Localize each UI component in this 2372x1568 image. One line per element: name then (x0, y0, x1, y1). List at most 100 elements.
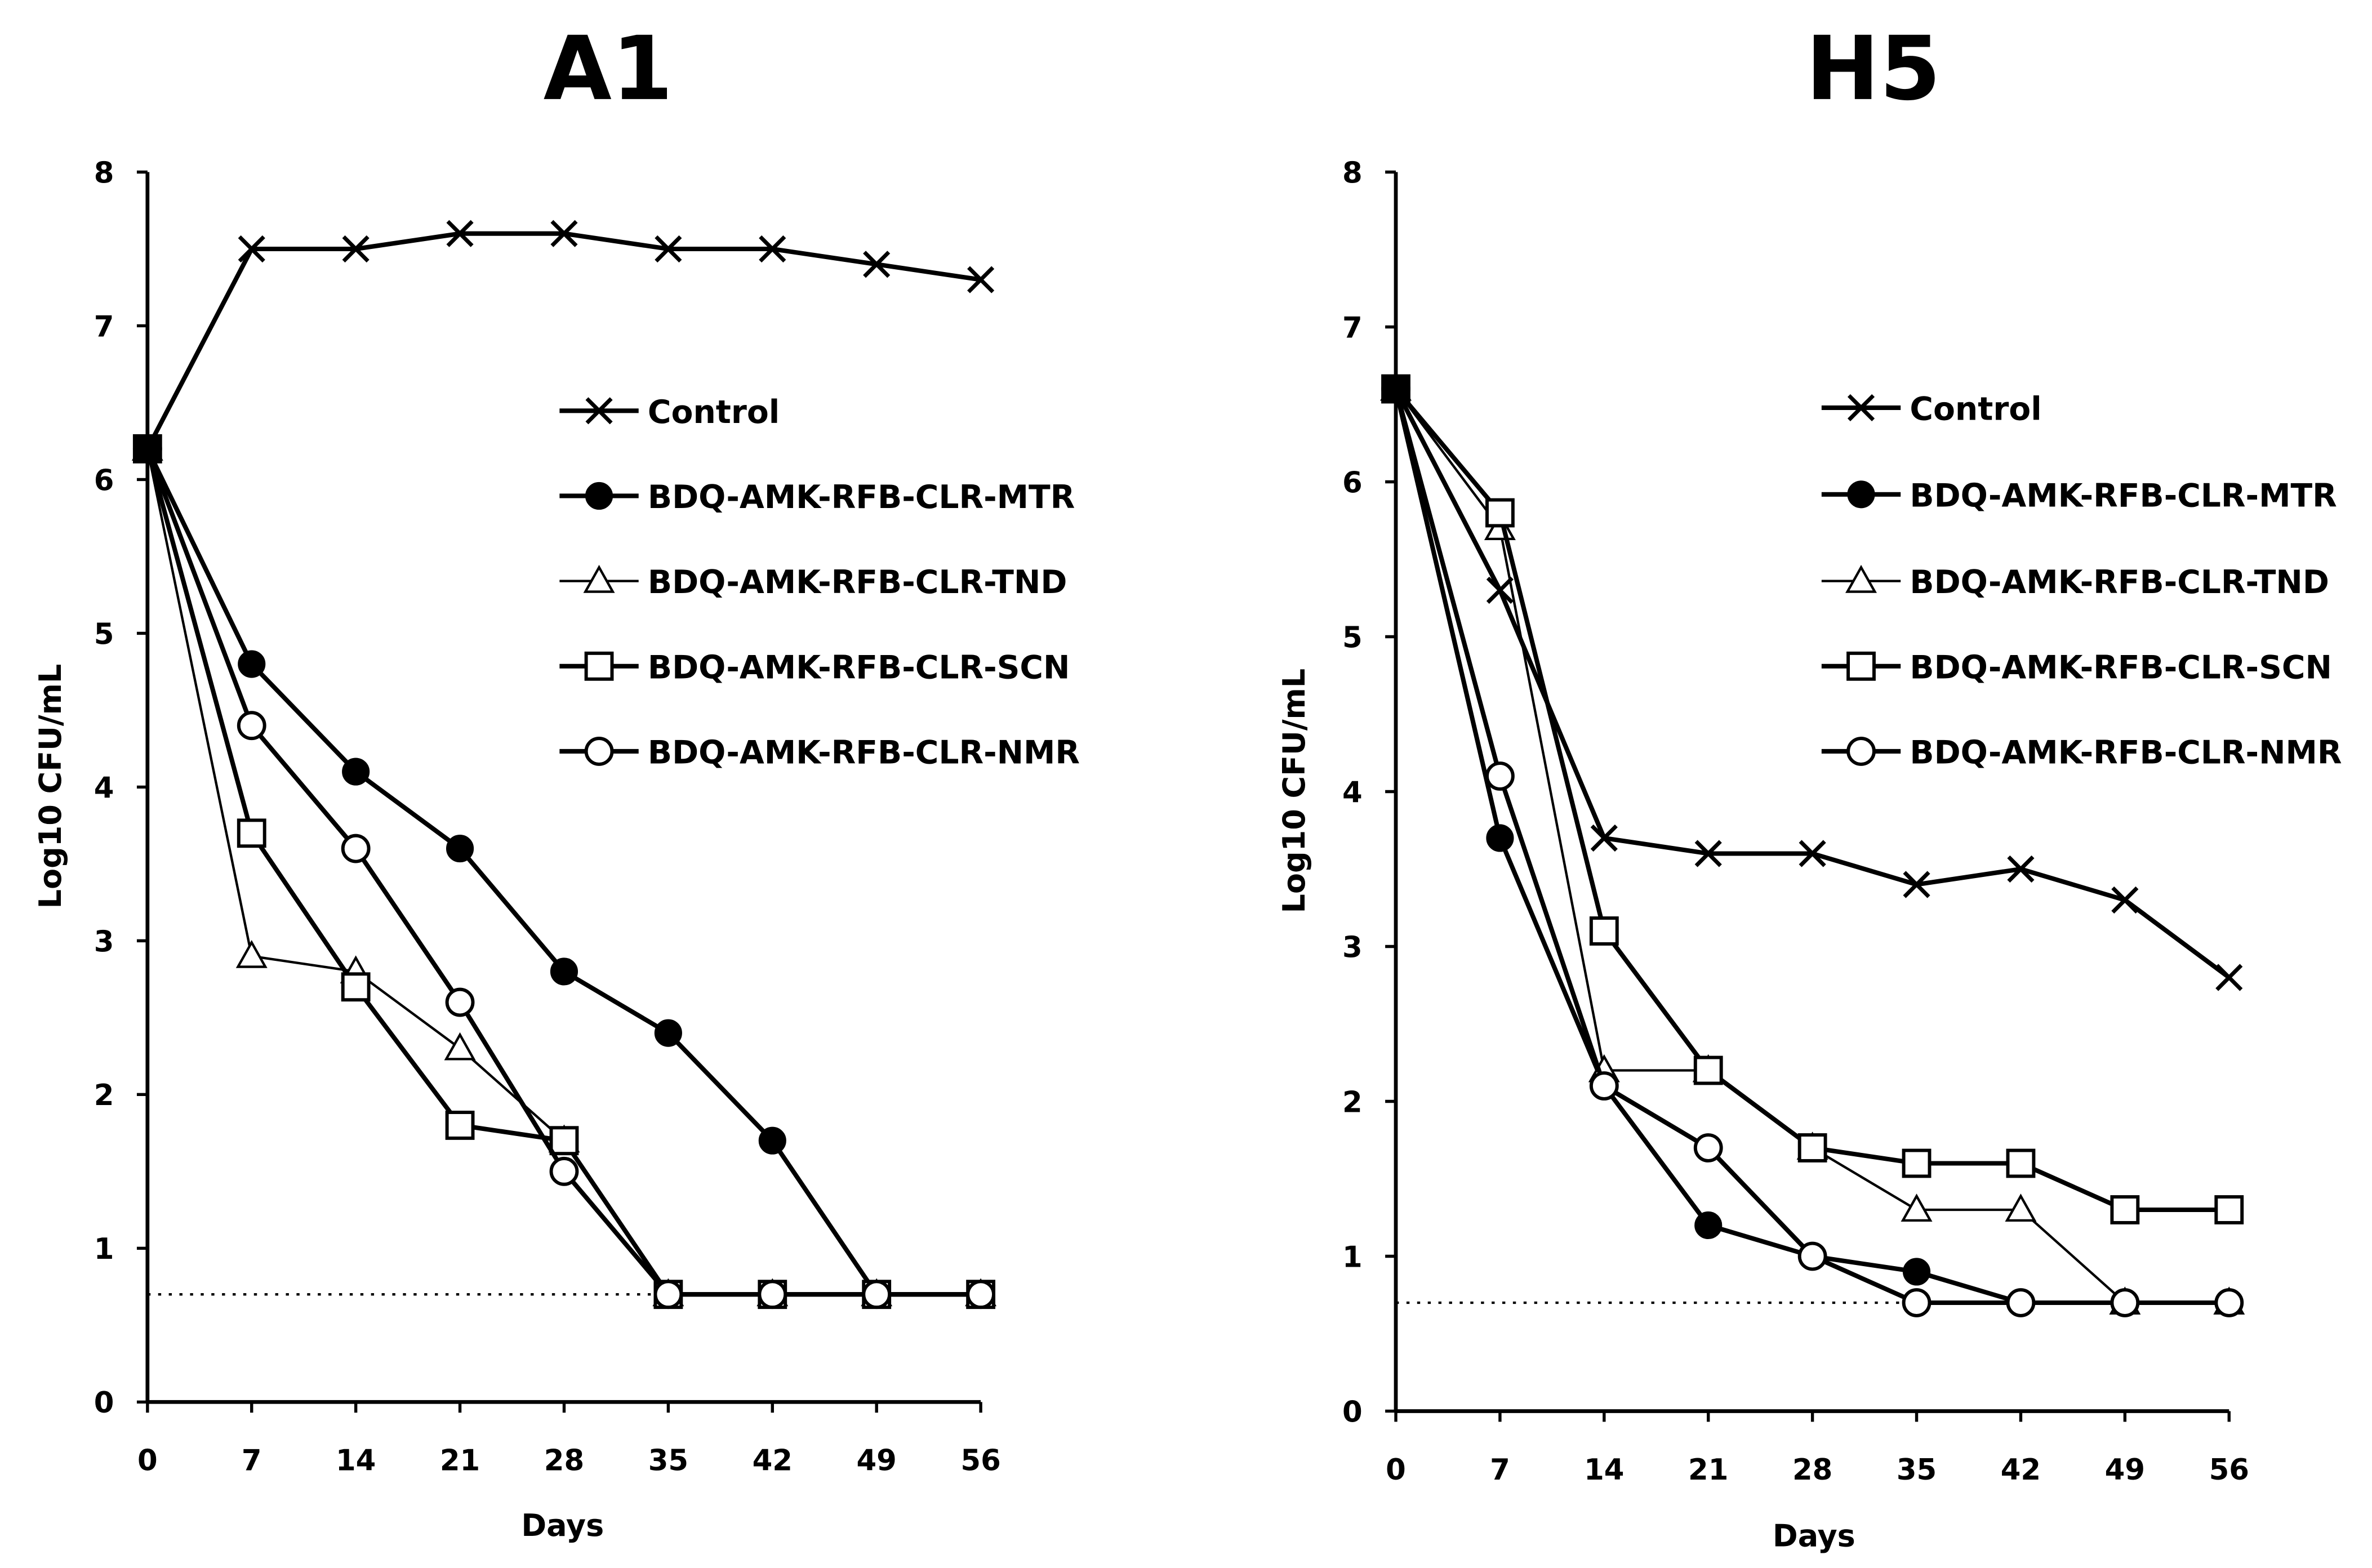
y-tick-label: 7 (94, 310, 114, 344)
chart-title: A1 (544, 17, 673, 120)
marker-filled-circle (446, 835, 474, 863)
x-tick-label: 42 (2001, 1453, 2041, 1487)
marker-x (1590, 824, 1618, 852)
legend-item: Control (1821, 391, 2042, 428)
marker-open-circle (758, 1280, 787, 1309)
marker-filled-circle (1902, 1258, 1931, 1286)
marker-open-circle (1846, 737, 1876, 766)
marker-open-square (2214, 1195, 2244, 1224)
marker-x (550, 220, 578, 247)
marker-open-square (2110, 1195, 2140, 1224)
marker-open-square (1846, 651, 1876, 681)
series-line (1394, 388, 2229, 1306)
legend-label: BDQ-AMK-RFB-CLR-NMR (648, 734, 1080, 772)
marker-x (1486, 576, 1514, 604)
marker-open-circle (1485, 761, 1515, 791)
y-tick-label: 0 (94, 1386, 114, 1420)
marker-x (1694, 840, 1722, 867)
marker-open-circle (445, 987, 475, 1017)
x-tick-label: 42 (753, 1444, 793, 1478)
series-line (1395, 388, 2229, 1304)
legend-item: BDQ-AMK-RFB-CLR-TND (559, 564, 1067, 601)
marker-x (1799, 840, 1826, 867)
y-tick-label: 3 (94, 925, 114, 959)
series-line (1394, 388, 2229, 1306)
chart-title: H5 (1806, 17, 1941, 120)
marker-open-circle (1589, 1071, 1619, 1101)
marker-filled-circle (585, 482, 613, 510)
legend-label: BDQ-AMK-RFB-CLR-SCN (648, 649, 1070, 686)
marker-filled-circle (654, 1019, 682, 1047)
legend-item: Control (559, 394, 780, 431)
marker-x (759, 235, 786, 263)
marker-open-square (237, 818, 266, 848)
marker-open-circle (1902, 1288, 1932, 1317)
marker-open-square (2006, 1148, 2036, 1178)
marker-open-square (1797, 1133, 1827, 1162)
x-tick-label: 7 (1490, 1453, 1510, 1487)
start-point-marker (1382, 375, 1410, 403)
marker-x (585, 397, 613, 425)
y-tick-label: 3 (1342, 930, 1363, 964)
marker-x (1847, 394, 1875, 421)
y-tick-label: 4 (1342, 776, 1363, 809)
marker-open-circle (862, 1280, 892, 1309)
legend-label: BDQ-AMK-RFB-CLR-NMR (1910, 734, 2342, 772)
y-tick-label: 5 (1342, 621, 1363, 654)
marker-x (2007, 855, 2035, 883)
y-tick-label: 5 (94, 617, 114, 651)
marker-filled-circle (1847, 480, 1875, 509)
x-tick-label: 56 (960, 1444, 1000, 1478)
y-tick-label: 8 (94, 156, 114, 190)
series-bdq-amk-rfb-clr-nmr (1381, 374, 2244, 1317)
x-tick-label: 28 (1792, 1453, 1832, 1487)
marker-open-circle (653, 1280, 683, 1309)
series-control (133, 220, 995, 462)
marker-open-circle (237, 711, 266, 741)
marker-x (863, 251, 891, 278)
x-tick-label: 21 (1688, 1453, 1728, 1487)
y-axis-label: Log10 CFU/mL (33, 664, 68, 909)
marker-open-triangle (1901, 1193, 1933, 1222)
y-tick-label: 8 (1342, 156, 1363, 190)
marker-open-circle (584, 737, 614, 766)
legend-label: BDQ-AMK-RFB-CLR-TND (1910, 564, 2329, 601)
x-tick-label: 14 (1584, 1453, 1624, 1487)
x-tick-label: 35 (648, 1444, 688, 1478)
marker-open-square (1902, 1148, 1932, 1178)
x-tick-label: 49 (857, 1444, 897, 1478)
legend-item: BDQ-AMK-RFB-CLR-NMR (1821, 734, 2342, 772)
legend-item: BDQ-AMK-RFB-CLR-SCN (559, 649, 1070, 686)
marker-open-circle (1693, 1133, 1723, 1162)
marker-open-triangle (583, 564, 615, 593)
marker-open-circle (549, 1156, 579, 1186)
marker-x (2111, 886, 2139, 914)
marker-open-square (1693, 1055, 1723, 1085)
x-tick-label: 35 (1897, 1453, 1937, 1487)
legend-label: BDQ-AMK-RFB-CLR-TND (648, 564, 1067, 601)
x-tick-label: 56 (2209, 1453, 2249, 1487)
marker-filled-circle (342, 758, 370, 786)
y-tick-label: 6 (94, 464, 114, 497)
marker-x (967, 266, 995, 293)
marker-x (655, 235, 682, 263)
x-tick-label: 0 (1386, 1453, 1406, 1487)
x-axis-label: Days (521, 1508, 604, 1543)
y-tick-label: 2 (1342, 1085, 1363, 1119)
x-tick-label: 0 (137, 1444, 158, 1478)
marker-open-triangle (444, 1032, 476, 1061)
y-tick-label: 7 (1342, 311, 1363, 345)
marker-x (1903, 871, 1930, 898)
legend-label: BDQ-AMK-RFB-CLR-MTR (648, 479, 1075, 516)
x-tick-label: 49 (2105, 1453, 2145, 1487)
y-tick-label: 6 (1342, 466, 1363, 500)
legend-item: BDQ-AMK-RFB-CLR-MTR (559, 479, 1075, 516)
marker-open-square (584, 651, 614, 681)
marker-open-square (341, 972, 371, 1002)
legend-label: BDQ-AMK-RFB-CLR-SCN (1910, 649, 2332, 686)
marker-filled-circle (238, 650, 266, 678)
marker-open-square (549, 1126, 579, 1156)
